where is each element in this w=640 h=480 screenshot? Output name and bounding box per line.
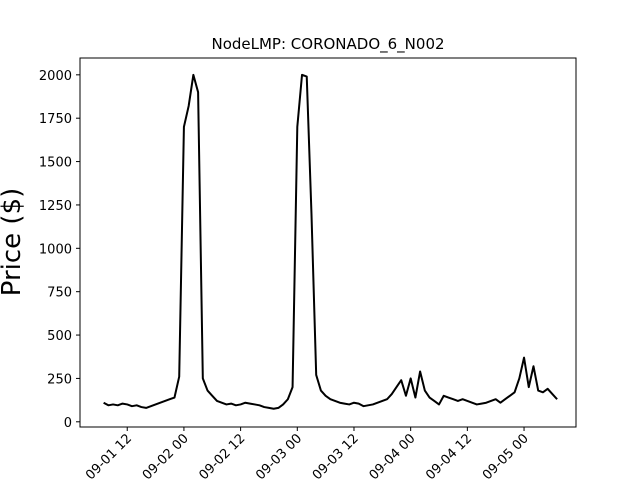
y-tick-label: 1250 xyxy=(39,199,72,214)
y-tick-label: 2000 xyxy=(39,69,72,84)
y-tick-label: 0 xyxy=(64,416,72,431)
x-tick-label: 09-02 00 xyxy=(140,431,192,480)
x-tick-label: 09-05 00 xyxy=(480,431,532,480)
chart-title: NodeLMP: CORONADO_6_N002 xyxy=(211,35,444,54)
y-tick-label: 1500 xyxy=(39,156,72,171)
line-series xyxy=(103,73,558,410)
x-tick-label: 09-03 12 xyxy=(310,431,362,480)
x-tick-label: 09-01 12 xyxy=(83,431,135,480)
y-tick-label: 1000 xyxy=(39,242,72,257)
plot-frame xyxy=(79,57,577,428)
x-tick-label: 09-03 00 xyxy=(253,431,305,480)
y-axis-label: Price ($) xyxy=(0,188,27,297)
y-tick-label: 750 xyxy=(47,286,72,301)
y-tick-label: 1750 xyxy=(39,112,72,127)
y-tick-label: 250 xyxy=(47,372,72,387)
x-tick-label: 09-02 12 xyxy=(196,431,248,480)
x-tick-label: 09-04 12 xyxy=(423,431,475,480)
y-tick-label: 500 xyxy=(47,329,72,344)
x-tick-label: 09-04 00 xyxy=(367,431,419,480)
